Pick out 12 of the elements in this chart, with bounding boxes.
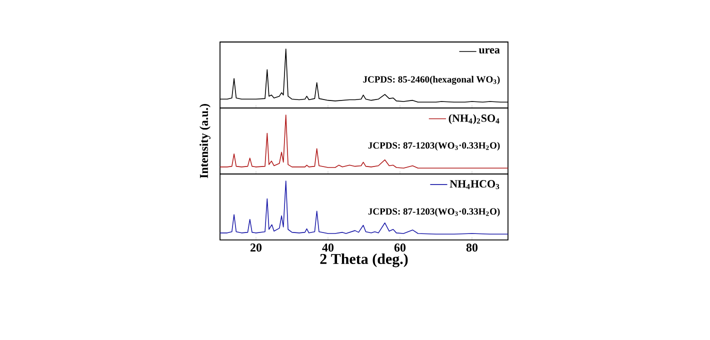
- x-tick-label: 20: [250, 244, 262, 252]
- annotation: JCPDS: 87-1203(WO$_{3}$·0.33H$_{2}$O): [368, 208, 500, 217]
- x-tick-label: 40: [322, 244, 334, 252]
- x-axis-title: 2 Theta (deg.): [320, 253, 408, 268]
- y-axis-title: Intensity (a.u.): [200, 104, 210, 178]
- annotation: JCPDS: 87-1203(WO$_{3}$·0.33H$_{2}$O): [368, 142, 500, 151]
- legend-label: NH$_{4}$HCO$_{3}$: [450, 180, 500, 190]
- x-tick-label: 60: [394, 244, 406, 252]
- legend-label: urea: [478, 48, 500, 54]
- legend-label: (NH$_{4}$)$_{2}$SO$_{4}$: [448, 114, 500, 124]
- annotation: JCPDS: 85-2460(hexagonal WO$_{3}$): [363, 76, 500, 85]
- x-tick-label: 80: [466, 244, 478, 252]
